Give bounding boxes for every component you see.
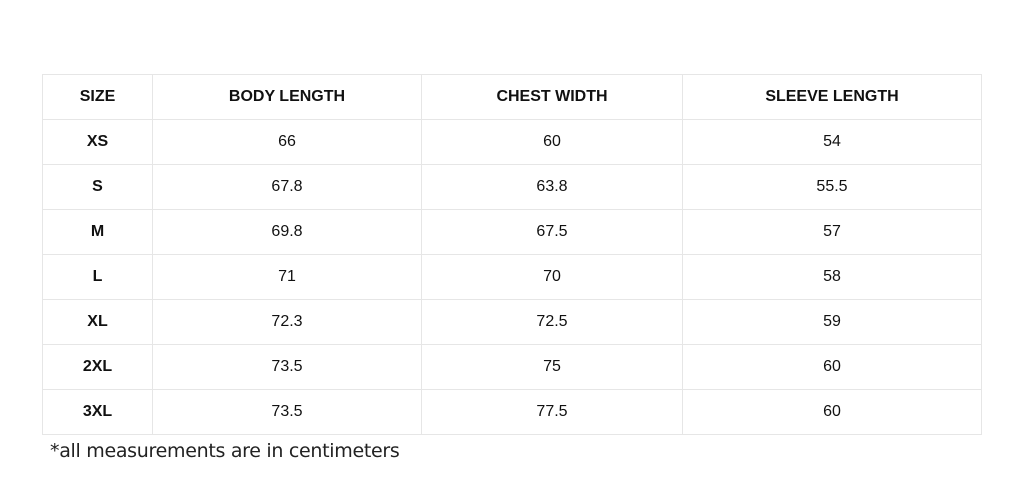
measurement-cell: 67.8: [152, 164, 422, 210]
table-row: XS 66 60 54: [42, 119, 982, 165]
measurement-cell: 70: [421, 254, 683, 300]
measurement-cell: 60: [682, 389, 982, 435]
size-cell: 3XL: [42, 389, 153, 435]
size-table: SIZE BODY LENGTH CHEST WIDTH SLEEVE LENGTH …: [42, 74, 982, 435]
table-header: SIZE BODY LENGTH CHEST WIDTH SLEEVE LENGTH: [42, 74, 982, 120]
table-row: 2XL 73.5 75 60: [42, 344, 982, 390]
table-body: XS 66 60 54 S 67.8 63.8 55.5 M 69.8 67.5 57 L 71 70 58 X…: [42, 119, 982, 435]
table-row: S 67.8 63.8 55.5: [42, 164, 982, 210]
measurement-cell: 60: [421, 119, 683, 165]
table-row: L 71 70 58: [42, 254, 982, 300]
size-cell: S: [42, 164, 153, 210]
header-cell: SLEEVE LENGTH: [682, 74, 982, 120]
measurement-cell: 54: [682, 119, 982, 165]
table-row: M 69.8 67.5 57: [42, 209, 982, 255]
measurement-cell: 71: [152, 254, 422, 300]
measurement-cell: 63.8: [421, 164, 683, 210]
measurement-cell: 60: [682, 344, 982, 390]
header-cell: SIZE: [42, 74, 153, 120]
measurement-cell: 57: [682, 209, 982, 255]
table-row: 3XL 73.5 77.5 60: [42, 389, 982, 435]
measurement-cell: 75: [421, 344, 683, 390]
measurement-cell: 58: [682, 254, 982, 300]
measurement-cell: 59: [682, 299, 982, 345]
measurement-cell: 77.5: [421, 389, 683, 435]
measurement-cell: 72.3: [152, 299, 422, 345]
measurement-cell: 66: [152, 119, 422, 165]
footnote: *all measurements are in centimeters: [50, 440, 400, 462]
size-cell: 2XL: [42, 344, 153, 390]
header-cell: BODY LENGTH: [152, 74, 422, 120]
measurement-cell: 69.8: [152, 209, 422, 255]
measurement-cell: 73.5: [152, 389, 422, 435]
size-cell: L: [42, 254, 153, 300]
size-cell: XS: [42, 119, 153, 165]
size-cell: M: [42, 209, 153, 255]
header-cell: CHEST WIDTH: [421, 74, 683, 120]
measurement-cell: 73.5: [152, 344, 422, 390]
header-row: SIZE BODY LENGTH CHEST WIDTH SLEEVE LENGTH: [42, 74, 982, 120]
measurement-cell: 55.5: [682, 164, 982, 210]
measurement-cell: 72.5: [421, 299, 683, 345]
size-cell: XL: [42, 299, 153, 345]
table-row: XL 72.3 72.5 59: [42, 299, 982, 345]
measurement-cell: 67.5: [421, 209, 683, 255]
